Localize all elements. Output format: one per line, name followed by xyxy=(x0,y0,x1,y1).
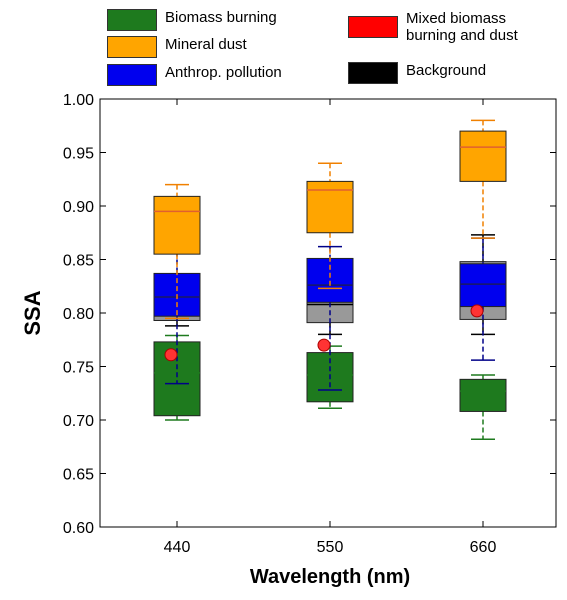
legend-item-mixed-biomass-dust: Mixed biomass burning and dust xyxy=(348,10,518,44)
mixed-marker-550 xyxy=(317,338,331,352)
legend-item-biomass-burning: Biomass burning xyxy=(107,9,277,31)
mixed-markers xyxy=(164,304,484,362)
legend-label-biomass-burning: Biomass burning xyxy=(165,9,277,26)
legend-swatch-background xyxy=(348,62,398,84)
legend-swatch-anthrop-pollution xyxy=(107,64,157,86)
legend-label-mixed-biomass-dust: Mixed biomass burning and dust xyxy=(406,10,518,44)
mixed-marker-660 xyxy=(470,304,484,318)
series-anthrop-pollution xyxy=(153,237,507,391)
box-anthrop-pollution-660 xyxy=(459,237,507,361)
box-mineral-dust-660 xyxy=(459,119,507,239)
box-mineral-dust-550 xyxy=(306,162,354,290)
y-tick-label: 0.90 xyxy=(63,199,94,216)
legend-swatch-mineral-dust xyxy=(107,36,157,58)
box-body xyxy=(153,195,201,255)
box-series xyxy=(153,119,507,441)
box-mineral-dust-440 xyxy=(153,183,201,320)
x-tick-label: 550 xyxy=(317,539,344,556)
x-axis-title: Wavelength (nm) xyxy=(250,566,410,588)
legend-item-mineral-dust: Mineral dust xyxy=(107,36,247,58)
legend-item-background: Background xyxy=(348,62,486,84)
mixed-marker-440 xyxy=(164,348,178,362)
legend-label-anthrop-pollution: Anthrop. pollution xyxy=(165,64,282,81)
y-axis-ticks: 0.60 0.65 0.70 0.75 0.80 0.85 0.90 0.95 1.00 xyxy=(63,92,556,537)
y-tick-label: 0.70 xyxy=(63,413,94,430)
y-tick-label: 1.00 xyxy=(63,92,94,109)
y-tick-label: 0.60 xyxy=(63,520,94,537)
y-tick-label: 0.85 xyxy=(63,253,94,270)
y-tick-label: 0.95 xyxy=(63,146,94,163)
series-mineral-dust xyxy=(153,119,507,320)
x-tick-label: 440 xyxy=(164,539,191,556)
box-biomass-burning-440 xyxy=(153,334,201,421)
legend-label-background: Background xyxy=(406,62,487,79)
box-body xyxy=(459,130,507,182)
legend-item-anthrop-pollution: Anthrop. pollution xyxy=(107,64,282,86)
box-body xyxy=(459,378,507,412)
legend-swatch-mixed-biomass-dust xyxy=(348,16,398,38)
legend-swatch-biomass-burning xyxy=(107,9,157,31)
y-tick-label: 0.75 xyxy=(63,360,94,377)
series-biomass-burning xyxy=(153,334,507,441)
y-tick-label: 0.65 xyxy=(63,467,94,484)
box-biomass-burning-660 xyxy=(459,374,507,441)
box-body xyxy=(306,180,354,234)
x-tick-label: 660 xyxy=(470,539,497,556)
legend-label-mineral-dust: Mineral dust xyxy=(165,36,247,53)
y-tick-label: 0.80 xyxy=(63,306,94,323)
box-body xyxy=(459,263,507,308)
x-axis-ticks: 440 550 660 xyxy=(164,99,497,556)
y-axis-title: SSA xyxy=(20,290,45,335)
